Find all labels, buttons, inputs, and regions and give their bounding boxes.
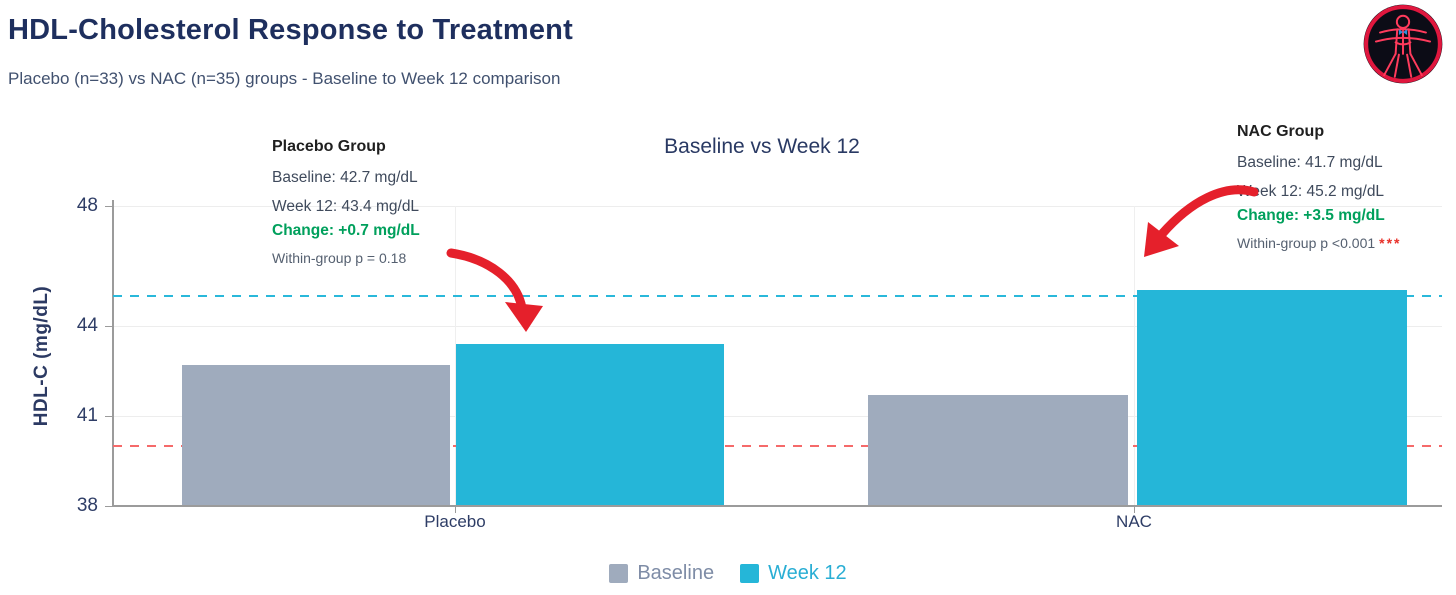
x-tick-placebo bbox=[455, 507, 456, 513]
bar-nac-baseline[interactable] bbox=[868, 395, 1128, 506]
reference-line-target bbox=[113, 295, 1442, 297]
bar-placebo-baseline[interactable] bbox=[182, 365, 450, 506]
reference-line-low-hdl bbox=[113, 445, 1442, 447]
x-label-nac: NAC bbox=[1116, 512, 1152, 531]
gridline bbox=[114, 326, 1442, 327]
placebo-p-value: Within-group p = 0.18 bbox=[272, 250, 407, 266]
x-tick-nac bbox=[1134, 507, 1135, 513]
nac-p-value: Within-group p <0.001 *** bbox=[1237, 235, 1402, 251]
nac-week12-value: Week 12: 45.2 mg/dL bbox=[1237, 183, 1385, 200]
nac-change-value: Change: +3.5 mg/dL bbox=[1237, 207, 1385, 224]
red-arrow-placebo bbox=[446, 248, 543, 332]
legend-item-week12[interactable]: Week 12 bbox=[740, 562, 847, 585]
nac-baseline-value: Baseline: 41.7 mg/dL bbox=[1237, 154, 1383, 171]
y-axis-line bbox=[112, 200, 114, 506]
legend: Baseline Week 12 bbox=[0, 562, 1456, 585]
bar-nac-week12[interactable] bbox=[1137, 290, 1407, 506]
placebo-annotation: Placebo Group Baseline: 42.7 mg/dL Week … bbox=[272, 136, 420, 269]
x-axis-line bbox=[112, 505, 1442, 507]
nac-annotation-title: NAC Group bbox=[1237, 123, 1325, 140]
baseline-swatch-icon bbox=[609, 564, 629, 583]
y-tick-label: 48 bbox=[76, 195, 98, 216]
legend-label-baseline: Baseline bbox=[637, 562, 715, 584]
bar-placebo-week12[interactable] bbox=[456, 344, 724, 506]
nac-annotation: NAC Group Baseline: 41.7 mg/dL Week 12: … bbox=[1237, 121, 1402, 254]
gridline bbox=[114, 206, 1442, 207]
page-title: HDL-Cholesterol Response to Treatment bbox=[8, 14, 573, 46]
page-subtitle: Placebo (n=33) vs NAC (n=35) groups - Ba… bbox=[8, 69, 561, 88]
y-tick-label: 41 bbox=[76, 405, 98, 426]
y-tick-label: 38 bbox=[76, 495, 98, 516]
week12-swatch-icon bbox=[740, 564, 760, 583]
vitruvian-man-icon bbox=[1362, 3, 1444, 85]
gridline bbox=[114, 416, 1442, 417]
vertical-gridline-nac bbox=[1134, 206, 1135, 506]
y-tick-mark bbox=[105, 206, 112, 207]
x-label-placebo: Placebo bbox=[424, 512, 486, 531]
y-tick-mark bbox=[105, 326, 112, 327]
placebo-annotation-title: Placebo Group bbox=[272, 138, 386, 155]
nac-significance: *** bbox=[1379, 235, 1402, 251]
placebo-week12-value: Week 12: 43.4 mg/dL bbox=[272, 198, 420, 215]
placebo-change-value: Change: +0.7 mg/dL bbox=[272, 222, 420, 239]
y-tick-mark bbox=[105, 416, 112, 417]
legend-label-week12: Week 12 bbox=[768, 562, 847, 584]
y-tick-mark bbox=[105, 506, 112, 507]
placebo-baseline-value: Baseline: 42.7 mg/dL bbox=[272, 169, 418, 186]
chart-title: Baseline vs Week 12 bbox=[664, 135, 860, 158]
y-tick-label: 44 bbox=[76, 315, 98, 336]
vertical-gridline-placebo bbox=[455, 206, 456, 506]
legend-item-baseline[interactable]: Baseline bbox=[609, 562, 714, 585]
